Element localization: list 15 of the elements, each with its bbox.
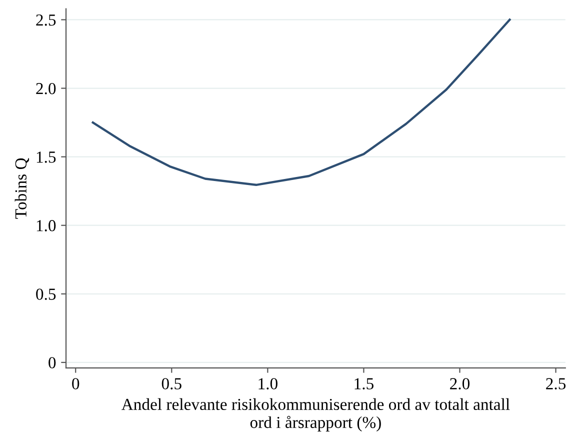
y-tick-label: 2.0: [36, 82, 56, 94]
x-axis-title: Andel relevante risikokommuniserende ord av totalt antall ord i årsrapport (%): [121, 398, 510, 432]
y-tick-label: 1.5: [36, 152, 56, 163]
x-tick-label: 2.0: [450, 378, 470, 390]
x-tick-label: 0: [72, 378, 80, 390]
line-series: [92, 18, 511, 186]
y-axis-title: Tobins Q: [14, 158, 30, 219]
x-tick-label: 2.5: [546, 378, 566, 390]
y-tick-label: 1.0: [36, 220, 56, 232]
x-tick-label: 1.5: [354, 378, 374, 390]
y-tick-label: 0.5: [36, 288, 56, 300]
y-tick-label: 0: [48, 357, 56, 368]
x-tick-label: 0.5: [162, 378, 182, 390]
x-tick-label: 1.0: [258, 378, 278, 390]
y-tick-label: 2.5: [36, 14, 56, 26]
